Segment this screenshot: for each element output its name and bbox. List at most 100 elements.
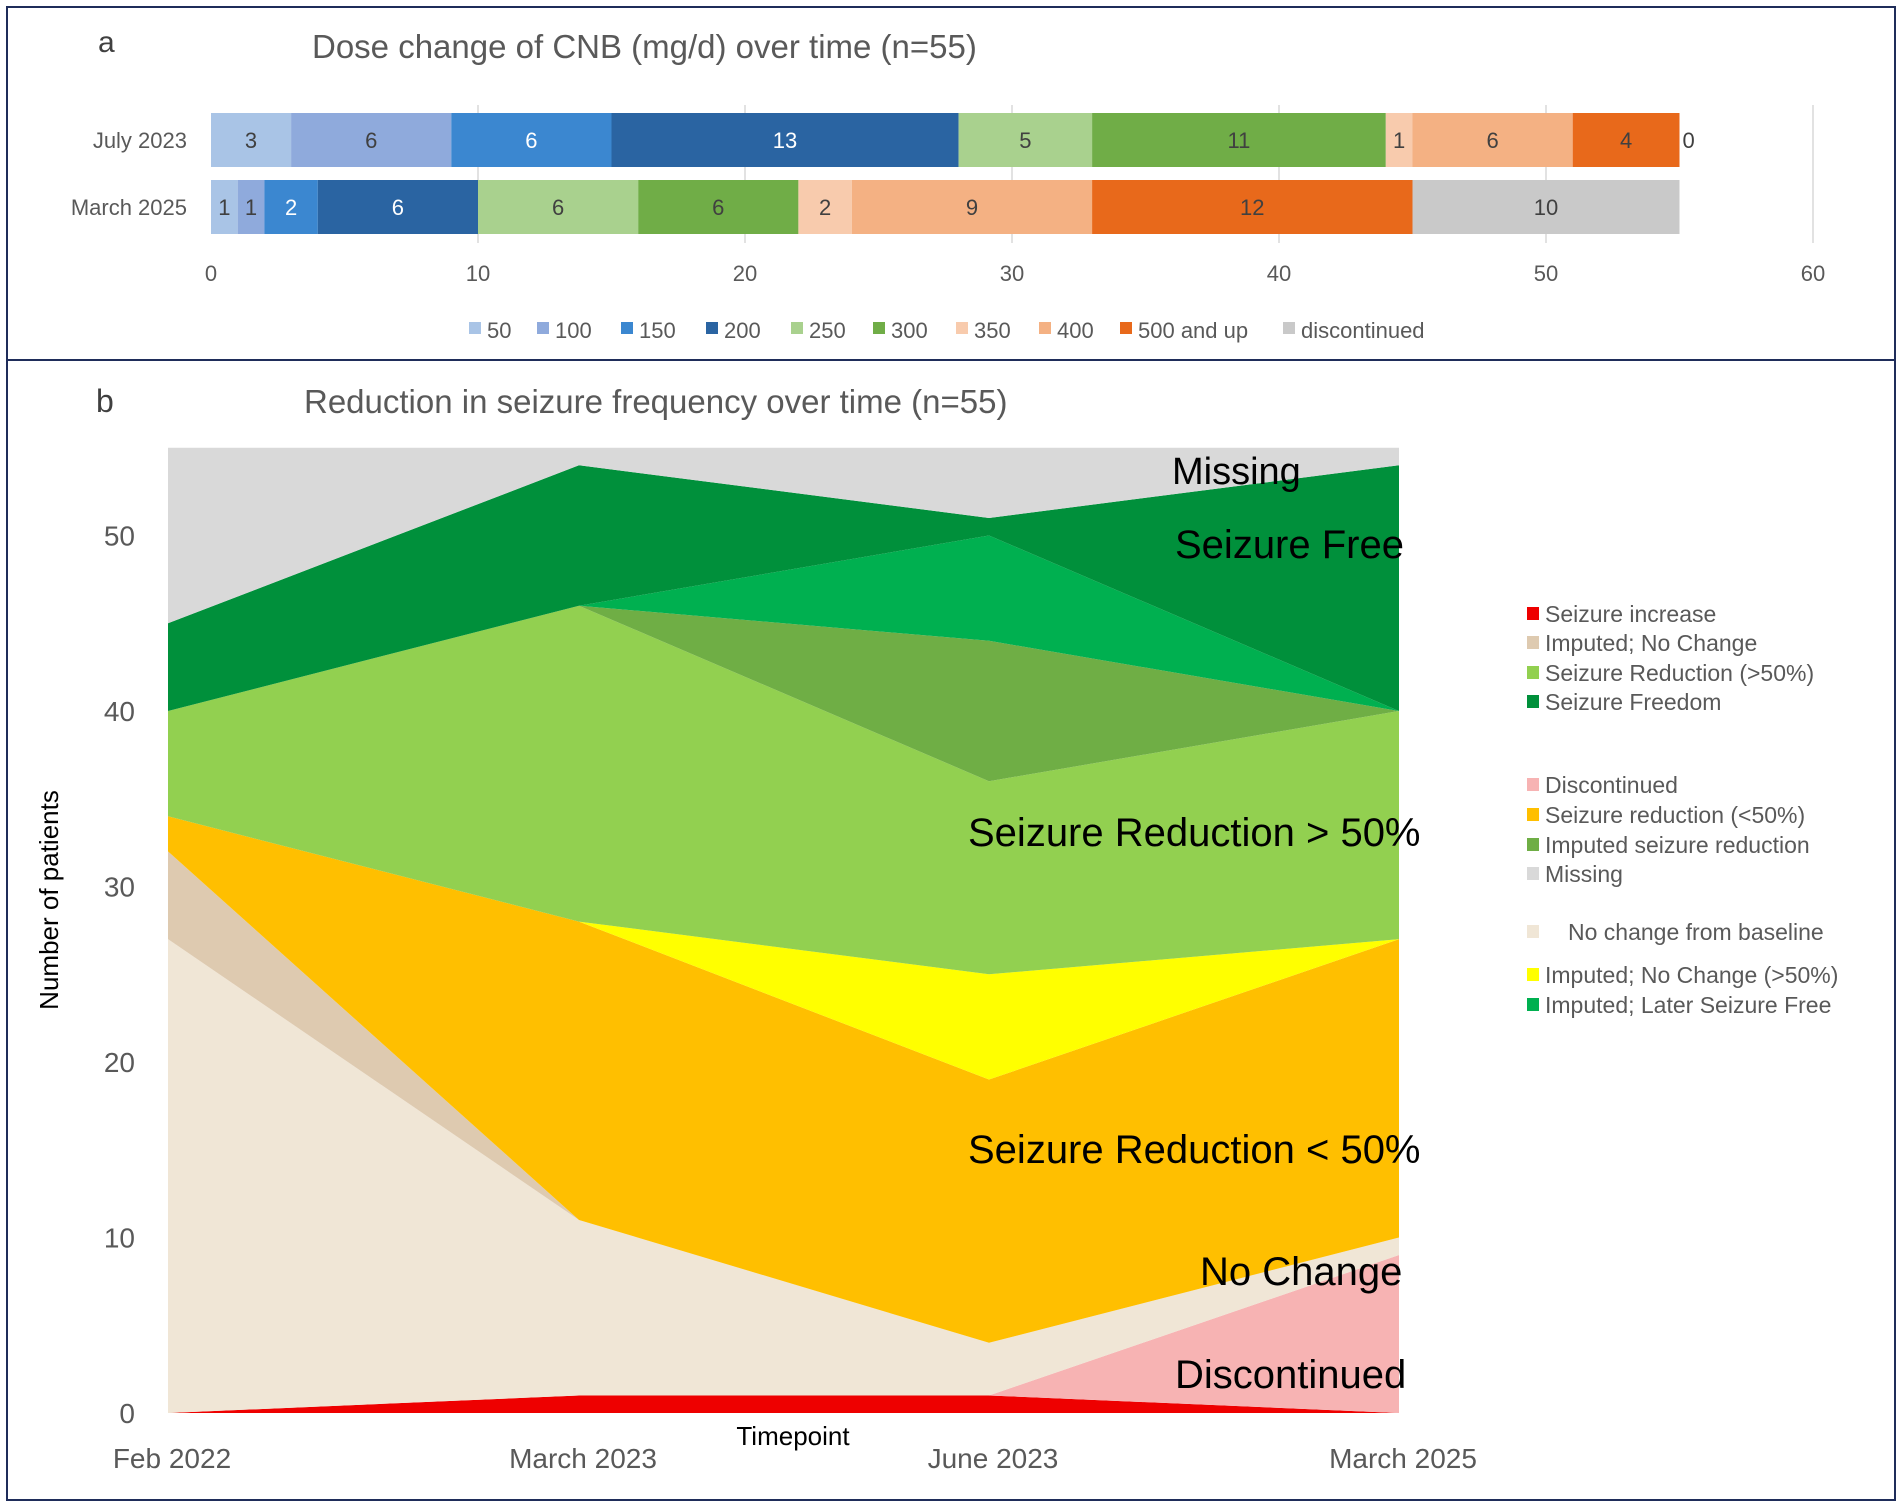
data-label-july-2023-250: 5: [1019, 128, 1031, 153]
x-tick-label-60: 60: [1801, 261, 1825, 286]
data-label-march-2025-350: 2: [819, 195, 831, 220]
bar-july-2023-100: [291, 113, 452, 167]
data-label-july-2023-50: 3: [245, 128, 257, 153]
x-tick-label-march-2025: March 2025: [1329, 1443, 1477, 1474]
panel-a-legend: 50 100 150 200 250 300 350 400 500 and up discont…: [469, 318, 1425, 343]
bar-march-2025-150: [264, 180, 318, 234]
y-tick-label-50: 50: [104, 521, 135, 552]
legend-label-seizure-reduction-50: Seizure reduction (<50%): [1545, 802, 1805, 828]
bar-july-2023-50: [211, 113, 292, 167]
area-missing: [168, 447, 1399, 624]
panel-a: a Dose change of CNB (mg/d) over time (n…: [6, 6, 1896, 361]
legend-label-imputed-no-change: Imputed; No Change: [1545, 630, 1757, 656]
area-no-change-from-baseline: [168, 939, 1399, 1413]
bar-march-2025-discontinued: [1412, 180, 1680, 234]
panel-b-frame: [6, 359, 1896, 1501]
panel-b-x-axis-title: Timepoint: [736, 1421, 850, 1451]
bar-july-2023-500-and-up: [1572, 113, 1680, 167]
x-tick-label-0: 0: [205, 261, 217, 286]
panel-b-letter: b: [96, 383, 114, 419]
y-tick-label-10: 10: [104, 1223, 135, 1254]
legend-swatch-150: [621, 322, 633, 334]
area-imputed-seizure-reduction: [168, 605, 1399, 782]
area-imputed-no-change: [168, 851, 1399, 1343]
data-label-march-2025-500-and-up: 12: [1240, 195, 1264, 220]
area-imputed-no-change-50: [168, 816, 1399, 1080]
panel-b-x-tick-labels: Feb 2022 March 2023 June 2023 March 2025: [113, 1443, 1477, 1474]
bar-july-2023-400: [1412, 113, 1573, 167]
y-tick-label-40: 40: [104, 696, 135, 727]
bar-march-2025-500-and-up: [1092, 180, 1413, 234]
y-tick-label-30: 30: [104, 872, 135, 903]
data-label-july-2023-300: 11: [1228, 128, 1251, 153]
legend-label-150: 150: [639, 318, 676, 343]
legend-swatch-no-change-from-baseline: [1527, 925, 1539, 938]
legend-label-imputed-no-change-50: Imputed; No Change (>50%): [1545, 962, 1838, 988]
y-tick-label-20: 20: [104, 1047, 135, 1078]
data-label-march-2025-discontinued: 10: [1534, 195, 1558, 220]
data-label-july-2023-350: 1: [1393, 128, 1405, 153]
legend-swatch-300: [873, 322, 885, 334]
data-label-july-2023-200: 13: [773, 128, 797, 153]
panel-b-y-tick-labels: 0 10 20 30 40 50: [104, 521, 135, 1430]
x-tick-label-20: 20: [733, 261, 757, 286]
annotation-seizure-free: Seizure Free: [1175, 523, 1404, 567]
panel-b-area-annotations: Missing Seizure Free Seizure Reduction >…: [968, 451, 1421, 1397]
legend-label-400: 400: [1057, 318, 1094, 343]
legend-label-discontinued: Discontinued: [1545, 772, 1678, 798]
bar-march-2025-350: [798, 180, 852, 234]
legend-swatch-discontinued: [1283, 322, 1295, 334]
panel-b-stacked-areas: [168, 447, 1399, 1413]
legend-label-seizure-reduction-50: Seizure Reduction (>50%): [1545, 660, 1814, 686]
legend-swatch-400: [1039, 322, 1051, 334]
annotation-seizure-reduction-gt-50: Seizure Reduction > 50%: [968, 811, 1421, 855]
legend-label-50: 50: [487, 318, 511, 343]
legend-label-500-and-up: 500 and up: [1138, 318, 1248, 343]
x-tick-label-40: 40: [1267, 261, 1291, 286]
legend-swatch-discontinued: [1527, 778, 1539, 791]
data-label-july-2023-500-and-up: 4: [1620, 128, 1632, 153]
annotation-discontinued: Discontinued: [1175, 1353, 1406, 1397]
legend-swatch-imputed-no-change-50: [1527, 968, 1539, 981]
legend-label-seizure-increase: Seizure increase: [1545, 601, 1716, 627]
panel-b-legend: Seizure increase Imputed; No Change Seizur…: [1527, 601, 1838, 1018]
area-imputed-later-seizure-free: [168, 535, 1399, 711]
legend-label-seizure-freedom: Seizure Freedom: [1545, 689, 1721, 715]
data-label-march-2025-250: 6: [552, 195, 564, 220]
legend-label-imputed-later-seizure-free: Imputed; Later Seizure Free: [1545, 992, 1831, 1018]
x-tick-label-10: 10: [466, 261, 490, 286]
area-discontinued: [168, 1255, 1399, 1413]
data-label-march-2025-50: 1: [218, 195, 230, 220]
legend-label-missing: Missing: [1545, 861, 1623, 887]
data-label-march-2025-300: 6: [712, 195, 724, 220]
annotation-no-change: No Change: [1200, 1250, 1402, 1294]
category-label-july-2023: July 2023: [93, 128, 187, 153]
x-tick-label-march-2023: March 2023: [509, 1443, 657, 1474]
legend-label-discontinued: discontinued: [1301, 318, 1425, 343]
panel-b-title: Reduction in seizure frequency over time…: [304, 383, 1007, 420]
bar-march-2025-50: [211, 180, 238, 234]
legend-swatch-seizure-reduction-50: [1527, 666, 1539, 679]
bar-march-2025-200: [317, 180, 478, 234]
legend-swatch-200: [706, 322, 718, 334]
data-label-july-2023-400: 6: [1486, 128, 1498, 153]
legend-swatch-seizure-increase: [1527, 607, 1539, 620]
area-seizure-increase: [168, 1395, 1399, 1413]
data-label-march-2025-100: 1: [245, 195, 257, 220]
data-label-march-2025-400: 9: [966, 195, 978, 220]
x-tick-label-june-2023: June 2023: [928, 1443, 1059, 1474]
annotation-missing: Missing: [1172, 451, 1301, 493]
legend-swatch-50: [469, 322, 481, 334]
legend-swatch-500-and-up: [1120, 322, 1132, 334]
annotation-seizure-reduction-lt-50: Seizure Reduction < 50%: [968, 1128, 1421, 1172]
area-seizure-freedom: [168, 465, 1399, 711]
legend-label-100: 100: [555, 318, 592, 343]
legend-label-no-change-from-baseline: No change from baseline: [1568, 919, 1824, 945]
data-label-march-2025-200: 6: [392, 195, 404, 220]
legend-label-imputed-seizure-reduction: Imputed seizure reduction: [1545, 832, 1810, 858]
bar-july-2023-250: [958, 113, 1093, 167]
panel-b-y-axis-title: Number of patients: [34, 790, 64, 1010]
area-seizure-reduction-50: [168, 816, 1399, 1343]
data-label-july-2023-discontinued: 0: [1683, 128, 1695, 153]
